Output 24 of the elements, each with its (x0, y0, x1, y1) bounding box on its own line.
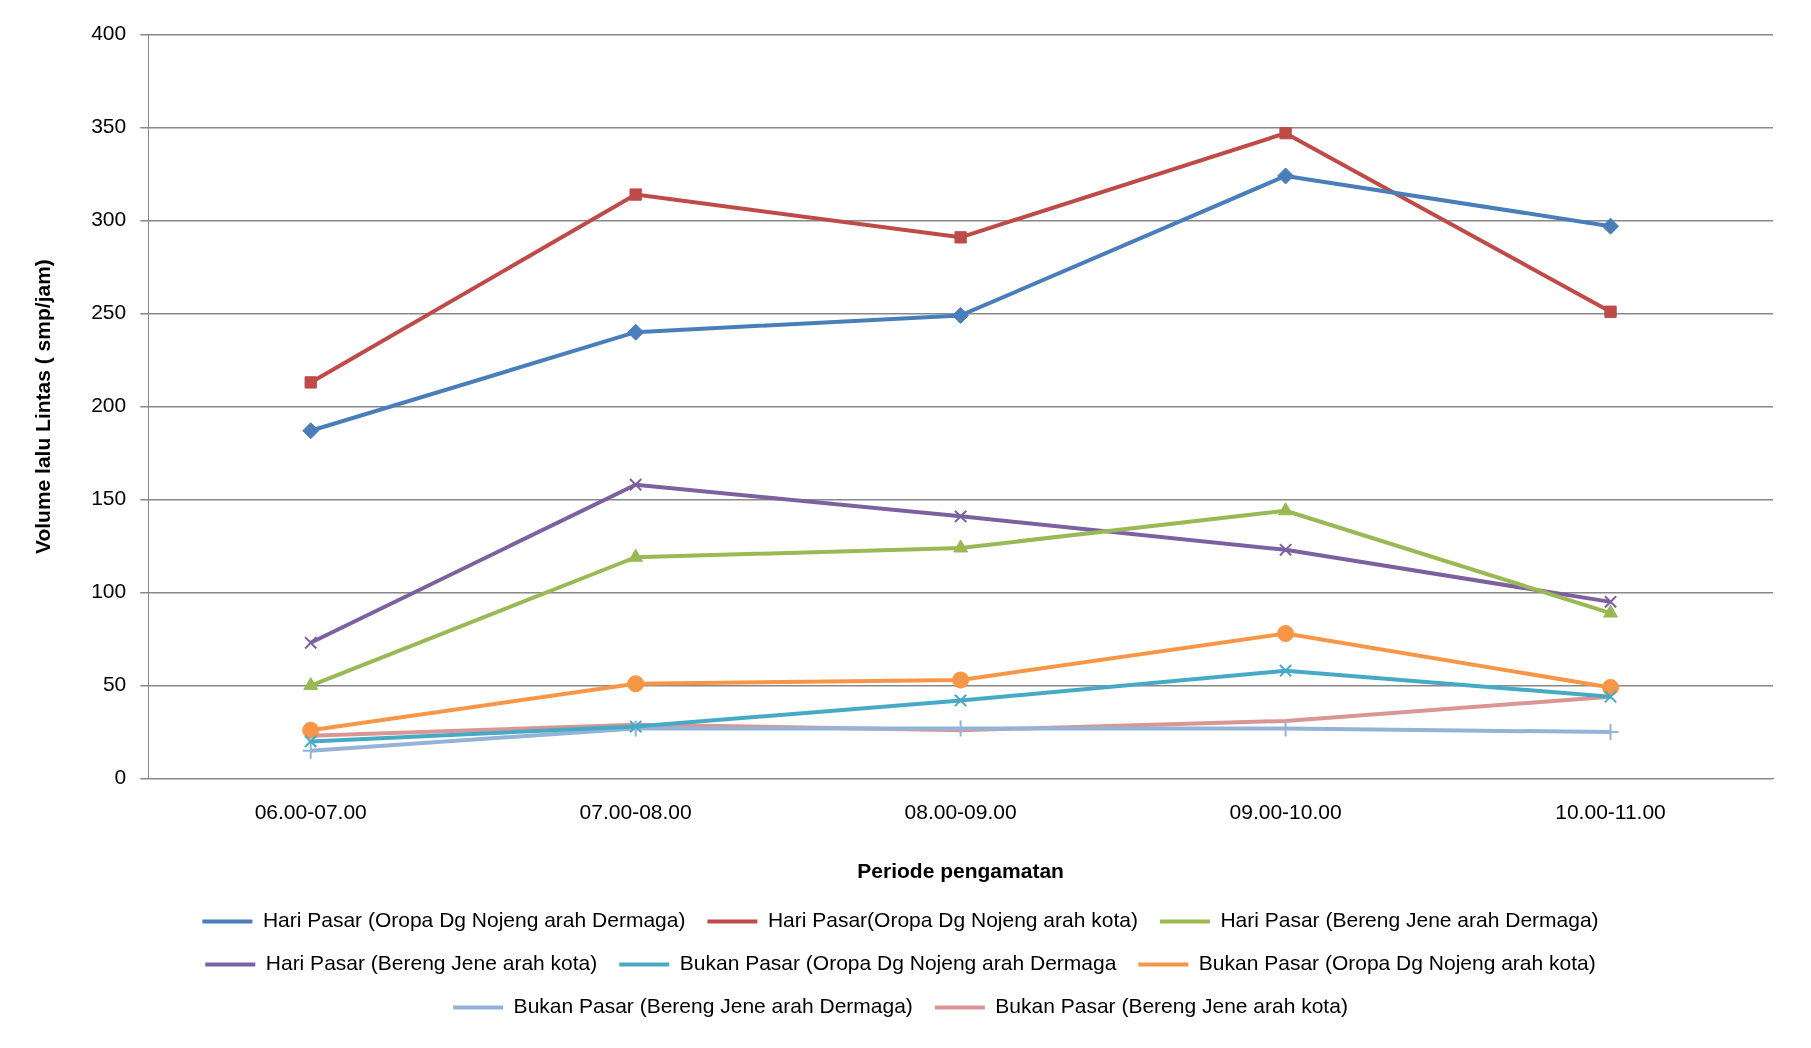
y-tick-label: 300 (91, 207, 127, 231)
legend-label: Hari Pasar(Oropa Dg Nojeng arah kota) (767, 908, 1138, 932)
legend-label: Hari Pasar (Oropa Dg Nojeng arah Dermaga) (262, 908, 686, 932)
y-tick-label: 350 (91, 114, 127, 138)
y-tick-label: 200 (91, 393, 127, 417)
y-tick-label: 150 (91, 486, 127, 510)
y-tick-label: 0 (114, 765, 127, 789)
legend-label: Bukan Pasar (Bereng Jene arah Dermaga) (513, 994, 913, 1018)
y-tick-label: 400 (91, 21, 127, 45)
y-axis-title: Volume lalu Lintas ( smp/jam) (31, 259, 55, 555)
legend-label: Bukan Pasar (Oropa Dg Nojeng arah Dermaga (679, 951, 1117, 975)
x-tick-label: 09.00-10.00 (1229, 800, 1342, 823)
legend-label: Bukan Pasar (Oropa Dg Nojeng arah kota) (1198, 951, 1596, 975)
legend-label: Hari Pasar (Bereng Jene arah kota) (265, 951, 598, 975)
legend-label: Hari Pasar (Bereng Jene arah Dermaga) (1220, 908, 1599, 932)
x-tick-label: 10.00-11.00 (1555, 800, 1666, 823)
legend-label: Bukan Pasar (Bereng Jene arah kota) (995, 994, 1348, 1018)
x-tick-label: 07.00-08.00 (579, 800, 692, 823)
y-tick-label: 250 (91, 300, 127, 324)
x-tick-label: 06.00-07.00 (254, 800, 367, 823)
y-tick-label: 50 (102, 672, 127, 696)
x-axis-title: Periode pengamatan (857, 859, 1064, 883)
x-tick-label: 08.00-09.00 (904, 800, 1017, 823)
y-tick-label: 100 (91, 579, 127, 603)
